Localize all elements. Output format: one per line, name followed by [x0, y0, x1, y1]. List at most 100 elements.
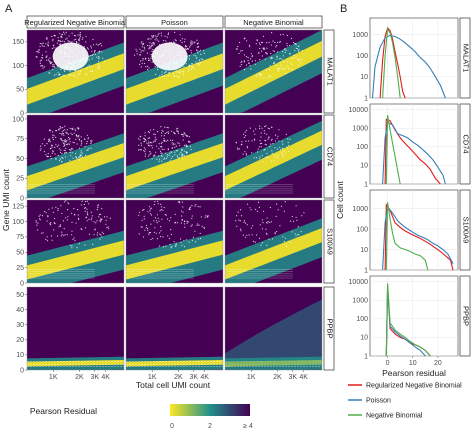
cell-point: [249, 46, 251, 48]
heatmap-cell: [26, 199, 125, 284]
cell-point: [280, 149, 282, 151]
cell-point: [164, 35, 166, 37]
cell-point: [42, 232, 44, 234]
cell-point: [50, 235, 53, 237]
cell-point: [65, 131, 67, 133]
cell-point: [286, 45, 288, 47]
cell-point: [170, 157, 172, 159]
cell-point: [296, 219, 298, 221]
cell-point: [185, 44, 187, 47]
heatmap-cell: [26, 29, 125, 114]
cell-point: [60, 149, 62, 151]
cell-point: [281, 140, 283, 143]
cell-point: [101, 51, 103, 53]
cell-point: [46, 236, 48, 238]
cell-point: [169, 160, 171, 162]
cell-point: [69, 71, 71, 73]
cell-point: [277, 135, 279, 137]
cell-point: [267, 127, 269, 129]
cell-point: [61, 36, 63, 39]
cell-point: [75, 152, 77, 155]
cell-point: [188, 65, 190, 67]
cell-point: [42, 42, 44, 44]
cell-point: [100, 234, 102, 236]
cell-point: [291, 215, 293, 218]
cell-point: [297, 64, 300, 66]
cell-point: [189, 206, 192, 208]
cell-point: [167, 127, 169, 129]
cell-point: [246, 234, 248, 236]
cell-point: [63, 144, 66, 147]
cell-point: [256, 234, 258, 236]
cell-point: [277, 69, 279, 71]
cell-point: [286, 42, 288, 45]
cell-point: [66, 219, 68, 221]
cell-point: [264, 48, 266, 50]
cell-point: [245, 140, 247, 142]
cell-point: [182, 211, 184, 213]
cell-point: [63, 143, 65, 145]
cell-point: [48, 60, 51, 62]
cell-point: [265, 125, 267, 127]
cell-point: [57, 209, 59, 211]
cell-point: [43, 138, 46, 140]
cell-point: [278, 58, 280, 60]
y-tick-label: 40: [16, 307, 24, 314]
cell-point: [100, 218, 102, 220]
cell-point: [251, 56, 253, 58]
cell-point: [158, 245, 161, 247]
cell-point: [156, 145, 158, 147]
cell-point: [276, 55, 278, 58]
cell-point: [59, 132, 61, 135]
cell-point: [190, 63, 192, 65]
cell-point: [52, 211, 55, 213]
cell-point: [78, 218, 80, 220]
cell-point: [78, 40, 80, 42]
cell-point: [198, 63, 200, 65]
cell-point: [270, 221, 272, 223]
cell-point: [53, 74, 56, 76]
cell-point: [263, 210, 265, 212]
cell-point: [159, 75, 161, 77]
heatmap-cell: [224, 114, 323, 199]
cell-point: [160, 209, 162, 211]
cell-point: [53, 47, 55, 49]
cell-point: [57, 208, 59, 210]
cell-frame: [125, 29, 224, 114]
cell-point: [280, 64, 282, 66]
cell-point: [198, 64, 200, 66]
cell-point: [254, 60, 257, 62]
cell-point: [183, 66, 185, 68]
cell-point: [265, 156, 267, 158]
cell-point: [249, 64, 251, 67]
cell-point: [261, 242, 264, 244]
cell-point: [176, 130, 178, 132]
cell-point: [60, 205, 62, 207]
x-axis-label: Total cell UMI count: [136, 380, 211, 390]
cell-point: [188, 71, 190, 73]
cell-point: [78, 39, 80, 41]
cell-point: [40, 145, 42, 147]
cell-point: [174, 39, 176, 41]
cell-point: [39, 62, 41, 64]
cell-point: [72, 141, 74, 143]
cell-point: [243, 61, 245, 63]
cell-point: [252, 225, 254, 227]
cell-point: [254, 133, 256, 135]
cell-point: [192, 41, 194, 43]
cell-point: [177, 156, 179, 158]
cell-point: [170, 130, 172, 132]
cell-point: [244, 151, 246, 153]
cell-point: [140, 149, 142, 151]
cell-point: [61, 156, 63, 159]
cell-point: [192, 236, 194, 238]
cell-point: [151, 147, 153, 149]
cell-point: [286, 34, 288, 37]
cell-point: [252, 130, 255, 132]
cell-point: [258, 237, 261, 239]
x-tick-label: 4K: [299, 374, 308, 381]
cell-point: [186, 151, 188, 153]
cell-point: [186, 48, 188, 51]
cell-point: [258, 73, 260, 76]
cell-point: [101, 207, 103, 210]
